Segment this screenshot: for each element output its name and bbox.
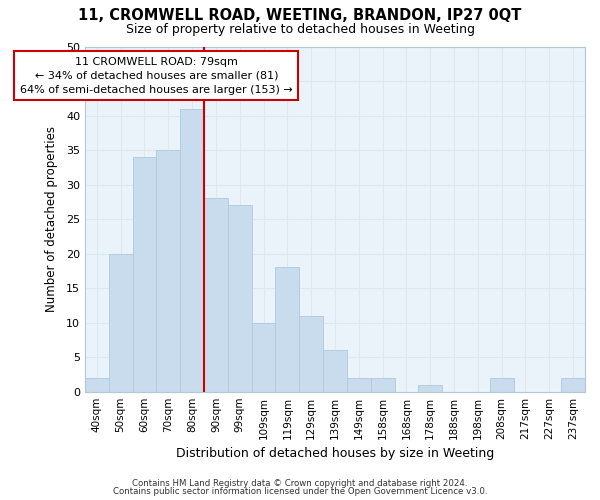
Bar	[299, 316, 323, 392]
Bar	[85, 378, 109, 392]
Text: Contains HM Land Registry data © Crown copyright and database right 2024.: Contains HM Land Registry data © Crown c…	[132, 478, 468, 488]
Bar	[228, 206, 251, 392]
Bar	[180, 108, 204, 392]
Bar	[251, 322, 275, 392]
Bar	[133, 157, 157, 392]
Bar	[204, 198, 228, 392]
Y-axis label: Number of detached properties: Number of detached properties	[44, 126, 58, 312]
Bar	[371, 378, 395, 392]
Text: 11 CROMWELL ROAD: 79sqm
← 34% of detached houses are smaller (81)
64% of semi-de: 11 CROMWELL ROAD: 79sqm ← 34% of detache…	[20, 57, 293, 95]
Bar	[561, 378, 585, 392]
Text: 11, CROMWELL ROAD, WEETING, BRANDON, IP27 0QT: 11, CROMWELL ROAD, WEETING, BRANDON, IP2…	[79, 8, 521, 22]
Bar	[275, 268, 299, 392]
Bar	[490, 378, 514, 392]
Text: Size of property relative to detached houses in Weeting: Size of property relative to detached ho…	[125, 22, 475, 36]
X-axis label: Distribution of detached houses by size in Weeting: Distribution of detached houses by size …	[176, 447, 494, 460]
Text: Contains public sector information licensed under the Open Government Licence v3: Contains public sector information licen…	[113, 487, 487, 496]
Bar	[109, 254, 133, 392]
Bar	[157, 150, 180, 392]
Bar	[418, 385, 442, 392]
Bar	[323, 350, 347, 392]
Bar	[347, 378, 371, 392]
